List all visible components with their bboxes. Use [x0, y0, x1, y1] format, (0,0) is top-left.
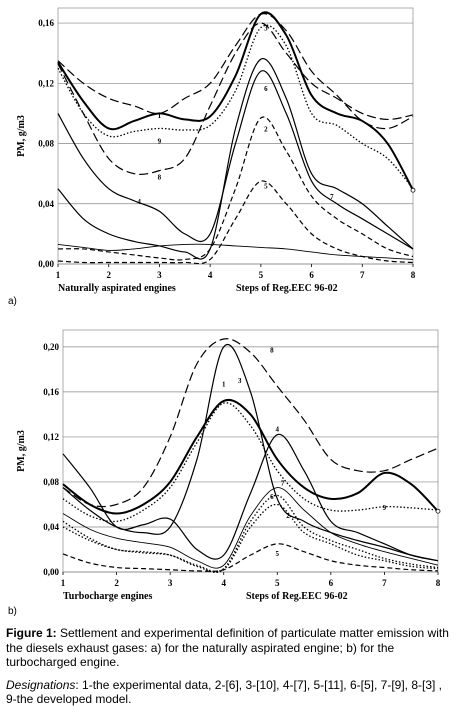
- series-line-7: [62, 487, 439, 569]
- series-line-5: [62, 543, 439, 572]
- series-label-3: 3: [264, 25, 268, 33]
- caption-main: Figure 1: Settlement and experimental de…: [6, 626, 452, 670]
- caption-designations-text: : 1-the experimental data, 2-[6], 3-[10]…: [6, 677, 443, 707]
- x-axis-label: Steps of Reg.EEC 96-02: [236, 283, 338, 294]
- x-tick-label: 4: [208, 270, 213, 280]
- series-line-6: [57, 58, 414, 260]
- series-line-3: [57, 13, 414, 130]
- chart-a: 0,00 0,04 0,08 0,12 0,16 1 2 3 4 5 6 7 8 PM, g/m3 Natu…: [16, 7, 416, 294]
- x-tick-label: 2: [114, 578, 119, 588]
- chart-subtitle: Turbocharge engines: [63, 591, 152, 602]
- series-label-8: 8: [158, 174, 162, 182]
- series-label-3: 3: [238, 377, 242, 385]
- x-tick-label: 2: [106, 270, 111, 280]
- x-tick-label: 5: [259, 270, 264, 280]
- x-tick-label: 4: [221, 578, 226, 588]
- series-label-7: 7: [281, 479, 285, 487]
- series-label-2: 2: [286, 512, 290, 520]
- x-tick-label: 8: [411, 270, 416, 280]
- series-line-9: [57, 24, 414, 190]
- caption-text: Settlement and experimental definition o…: [6, 626, 449, 669]
- series-label-4: 4: [276, 425, 280, 433]
- series-label-4: 4: [137, 198, 141, 206]
- chart-panel-b: 0,00 0,04 0,08 0,12 0,16 0,20 1 2 3 4 5 6 7 8 PM, g/m3…: [0, 318, 457, 618]
- plot-frame: [62, 329, 439, 573]
- series-line-8: [62, 338, 439, 508]
- y-tick-label: 0,00: [38, 259, 54, 269]
- y-tick-label: 0,08: [38, 139, 54, 149]
- series-line-9: [62, 402, 439, 523]
- caption-figure-label: Figure 1:: [6, 626, 57, 640]
- series-label-7: 7: [330, 193, 334, 201]
- x-tick-label: 7: [382, 578, 387, 588]
- series-line-2: [62, 503, 439, 573]
- series-label-6: 6: [270, 493, 274, 501]
- series-label-6: 6: [264, 85, 268, 93]
- series-line-4: [62, 433, 439, 562]
- x-tick-label: 1: [61, 578, 66, 588]
- panel-a-label: a): [8, 296, 17, 307]
- series-line-6: [62, 494, 439, 573]
- y-axis-label: PM, g/m3: [16, 115, 27, 157]
- series-label-1: 1: [222, 380, 226, 388]
- y-tick-label: 0,20: [43, 342, 59, 352]
- chart-subtitle: Naturally aspirated engines: [58, 283, 176, 294]
- chart-panel-a: 0,00 0,04 0,08 0,12 0,16 1 2 3 4 5 6 7 8 PM, g/m3 Natu…: [0, 0, 457, 318]
- series-label-9: 9: [383, 504, 387, 512]
- end-marker: [435, 508, 441, 514]
- panel-b-label: b): [8, 606, 17, 617]
- x-axis-label: Steps of Reg.EEC 96-02: [246, 591, 348, 602]
- series-line-2: [57, 116, 414, 261]
- x-tick-label: 5: [275, 578, 280, 588]
- series-line-4: [57, 70, 414, 250]
- y-tick-label: 0,16: [43, 387, 59, 397]
- series-label-5: 5: [264, 183, 268, 191]
- series-line-3: [62, 344, 439, 562]
- x-tick-label: 3: [168, 578, 173, 588]
- series-label-8: 8: [270, 347, 274, 355]
- series-label-5: 5: [276, 550, 280, 558]
- series-line-7: [57, 243, 414, 260]
- x-tick-label: 6: [309, 270, 314, 280]
- chart-b: 0,000,040,080,120,160,201 2 3 4 5 6 7 8PM, g/m3…: [16, 329, 441, 602]
- y-tick-label: 0,12: [43, 432, 59, 442]
- series-line-8: [57, 22, 414, 175]
- y-tick-label: 0,04: [43, 522, 59, 532]
- series-label-1: 1: [158, 112, 162, 120]
- x-tick-label: 6: [329, 578, 334, 588]
- end-marker: [410, 187, 416, 193]
- x-tick-label: 7: [360, 270, 365, 280]
- y-tick-label: 0,00: [43, 567, 59, 577]
- y-tick-label: 0,16: [38, 18, 54, 28]
- x-tick-label: 3: [157, 270, 162, 280]
- series-label-9: 9: [158, 138, 162, 146]
- caption-designations: Designations: 1-the experimental data, 2…: [6, 678, 452, 707]
- x-tick-label: 8: [436, 578, 441, 588]
- series-line-5: [57, 180, 414, 265]
- series-line-1: [62, 399, 439, 515]
- x-tick-label: 1: [56, 270, 61, 280]
- series-line-1: [57, 11, 414, 191]
- caption-designations-label: Designations: [6, 677, 76, 692]
- figure-caption: Figure 1: Settlement and experimental de…: [6, 626, 452, 715]
- y-tick-label: 0,04: [38, 199, 54, 209]
- series-label-2: 2: [264, 125, 268, 133]
- y-tick-label: 0,12: [38, 78, 54, 88]
- y-tick-label: 0,08: [43, 477, 59, 487]
- y-axis-label: PM, g/m3: [16, 430, 27, 472]
